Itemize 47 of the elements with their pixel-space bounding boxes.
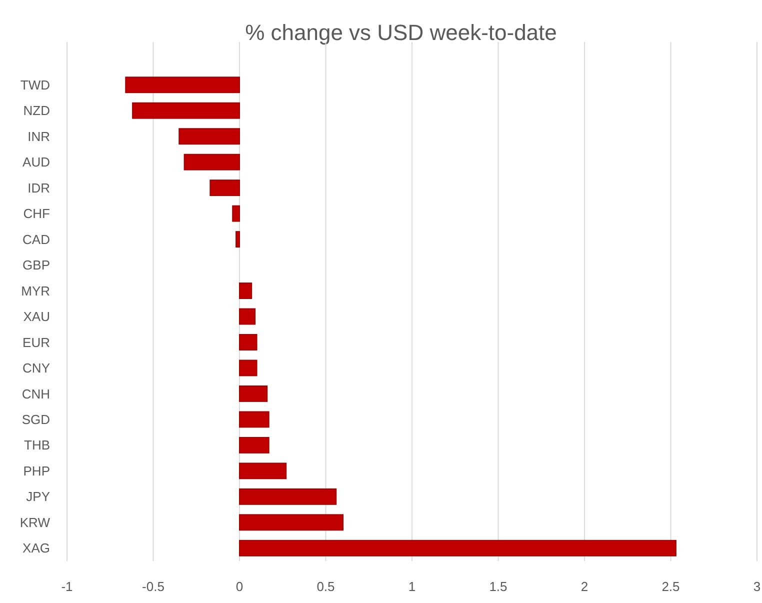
bar <box>239 334 258 350</box>
y-tick-label: GBP <box>22 258 50 273</box>
bar <box>232 205 240 222</box>
bar <box>239 385 268 402</box>
y-tick-label: THB <box>24 438 50 453</box>
bar <box>239 282 252 299</box>
bar <box>125 76 240 94</box>
bar <box>239 540 676 556</box>
bar <box>132 102 240 119</box>
y-tick-label: CHF <box>23 206 50 222</box>
bar <box>210 180 240 196</box>
x-tick-label: 1 <box>408 579 416 594</box>
bar <box>236 231 240 248</box>
x-tick-label: -0.5 <box>142 579 164 594</box>
y-tick-label: JPY <box>26 489 50 504</box>
y-tick-label: INR <box>28 128 50 144</box>
y-tick-label: TWD <box>20 77 50 92</box>
bar <box>239 308 256 325</box>
y-tick-label: CNH <box>22 386 50 402</box>
y-tick-label: MYR <box>21 283 50 298</box>
x-tick-label: 3 <box>753 579 761 594</box>
y-tick-label: CNY <box>22 360 50 376</box>
x-tick-label: 2.5 <box>662 579 680 594</box>
bar <box>239 488 337 505</box>
bar <box>178 128 240 145</box>
bar <box>239 411 270 428</box>
x-tick-label: 2 <box>580 579 588 594</box>
bar <box>239 360 258 376</box>
y-tick-label: SGD <box>22 412 50 427</box>
x-tick-label: 0.5 <box>316 579 335 594</box>
y-tick-label: XAG <box>22 540 50 556</box>
y-tick-label: EUR <box>22 334 50 350</box>
bar <box>184 154 240 170</box>
chart-title: % change vs USD week-to-date <box>245 20 557 45</box>
y-tick-label: IDR <box>28 180 50 196</box>
y-tick-label: KRW <box>20 514 51 530</box>
y-tick-label: CAD <box>22 232 50 247</box>
bar <box>239 514 344 531</box>
x-tick-label: 1.5 <box>489 579 508 594</box>
y-tick-label: NZD <box>23 103 50 118</box>
x-tick-label: 0 <box>236 579 244 594</box>
bar <box>239 462 287 480</box>
bar <box>239 436 270 454</box>
y-tick-label: XAU <box>23 309 50 324</box>
y-tick-label: AUD <box>22 154 50 170</box>
y-tick-label: PHP <box>23 463 50 478</box>
x-tick-label: -1 <box>61 579 73 594</box>
